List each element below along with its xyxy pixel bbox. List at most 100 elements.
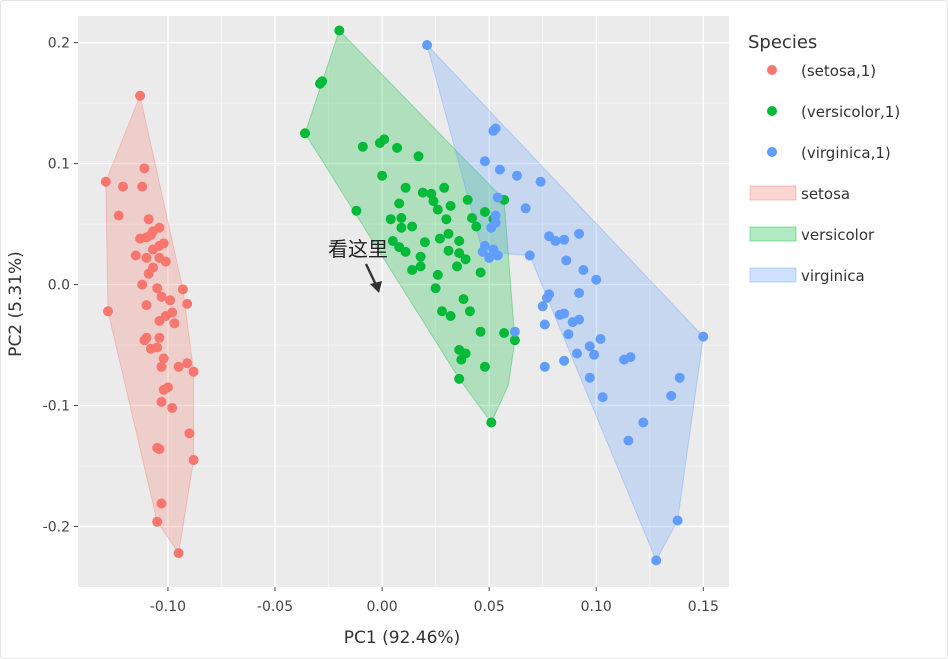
x-tick-label: -0.05 bbox=[257, 599, 293, 615]
legend-label-hull-setosa: setosa bbox=[801, 185, 850, 203]
legend-swatch-virginica bbox=[749, 267, 797, 283]
point-versicolor bbox=[317, 76, 328, 87]
point-setosa bbox=[148, 244, 158, 255]
point-virginica bbox=[484, 252, 495, 263]
x-axis-ticks: -0.10 -0.05 0.00 0.05 0.10 0.15 bbox=[150, 587, 719, 615]
point-setosa bbox=[177, 284, 188, 295]
point-setosa bbox=[182, 298, 193, 309]
point-setosa bbox=[182, 358, 193, 369]
point-setosa bbox=[173, 361, 184, 372]
point-versicolor bbox=[439, 182, 450, 193]
point-setosa bbox=[160, 256, 171, 267]
point-versicolor bbox=[387, 236, 398, 246]
point-versicolor bbox=[467, 213, 477, 223]
point-setosa bbox=[139, 163, 150, 174]
point-virginica bbox=[509, 326, 520, 337]
point-virginica bbox=[492, 250, 503, 261]
point-setosa bbox=[113, 210, 124, 221]
point-virginica bbox=[574, 288, 585, 298]
point-versicolor bbox=[479, 207, 490, 217]
point-versicolor bbox=[396, 222, 407, 233]
point-virginica bbox=[625, 352, 636, 363]
point-versicolor bbox=[351, 205, 362, 216]
points-layer bbox=[100, 25, 709, 566]
point-versicolor bbox=[486, 417, 497, 428]
point-virginica bbox=[544, 289, 555, 300]
point-versicolor bbox=[454, 373, 465, 384]
point-setosa bbox=[154, 444, 165, 455]
point-versicolor bbox=[471, 221, 482, 232]
point-setosa bbox=[143, 268, 154, 279]
point-versicolor bbox=[434, 233, 445, 244]
point-virginica bbox=[477, 246, 488, 257]
point-versicolor bbox=[460, 254, 471, 265]
point-setosa bbox=[135, 90, 146, 101]
point-virginica bbox=[672, 515, 683, 526]
point-versicolor bbox=[419, 237, 430, 248]
point-versicolor bbox=[475, 326, 486, 337]
legend-point-versicolor bbox=[767, 106, 777, 116]
point-versicolor bbox=[445, 311, 456, 321]
point-setosa bbox=[139, 335, 150, 346]
point-setosa bbox=[103, 306, 113, 317]
point-virginica bbox=[698, 331, 709, 342]
point-versicolor bbox=[413, 151, 424, 162]
point-virginica bbox=[572, 348, 582, 359]
point-versicolor bbox=[430, 283, 441, 294]
point-versicolor bbox=[437, 306, 447, 317]
point-versicolor bbox=[475, 267, 486, 278]
point-versicolor bbox=[458, 294, 469, 305]
annotation-arrow-head bbox=[370, 281, 382, 293]
point-versicolor bbox=[379, 134, 390, 145]
grid-lines bbox=[78, 16, 729, 587]
y-tick-label: 0.2 bbox=[48, 36, 70, 52]
y-tick-label: 0.1 bbox=[48, 157, 70, 173]
point-versicolor bbox=[415, 261, 426, 272]
point-versicolor bbox=[407, 221, 418, 232]
point-setosa bbox=[143, 214, 154, 225]
point-virginica bbox=[563, 329, 574, 340]
point-virginica bbox=[492, 192, 503, 203]
x-tick-label: 0.05 bbox=[474, 599, 505, 615]
y-tick-label: -0.1 bbox=[43, 399, 70, 415]
point-versicolor bbox=[456, 354, 467, 365]
point-virginica bbox=[591, 274, 602, 285]
point-setosa bbox=[130, 250, 141, 261]
point-virginica bbox=[674, 372, 685, 383]
point-setosa bbox=[118, 181, 128, 192]
point-virginica bbox=[488, 125, 499, 136]
legend-point-virginica bbox=[767, 147, 777, 157]
point-virginica bbox=[595, 334, 606, 344]
point-virginica bbox=[666, 390, 677, 401]
point-setosa bbox=[141, 252, 152, 263]
point-setosa bbox=[152, 283, 163, 294]
point-virginica bbox=[490, 210, 501, 221]
point-setosa bbox=[154, 332, 165, 343]
point-virginica bbox=[574, 228, 585, 239]
point-versicolor bbox=[334, 25, 345, 36]
point-virginica bbox=[539, 319, 550, 330]
point-versicolor bbox=[396, 213, 407, 223]
point-virginica bbox=[559, 234, 570, 245]
point-virginica bbox=[539, 361, 550, 372]
point-versicolor bbox=[445, 200, 456, 211]
point-virginica bbox=[537, 301, 548, 312]
point-setosa bbox=[156, 498, 167, 509]
point-versicolor bbox=[441, 214, 452, 225]
legend-title: Species bbox=[748, 32, 817, 53]
y-axis-ticks: -0.2 -0.1 0.0 0.1 0.2 bbox=[43, 36, 78, 536]
legend-label-point-versicolor: (versicolor,1) bbox=[801, 103, 900, 121]
x-tick-label: 0.15 bbox=[688, 599, 719, 615]
annotation: 看这里 bbox=[328, 237, 388, 293]
point-setosa bbox=[152, 516, 163, 527]
point-versicolor bbox=[377, 170, 388, 181]
point-setosa bbox=[169, 318, 180, 329]
point-virginica bbox=[597, 392, 608, 403]
point-versicolor bbox=[400, 182, 411, 193]
point-virginica bbox=[574, 314, 585, 325]
point-versicolor bbox=[509, 335, 520, 346]
point-setosa bbox=[156, 396, 167, 407]
point-virginica bbox=[638, 417, 649, 428]
point-virginica bbox=[479, 156, 490, 167]
point-versicolor bbox=[407, 265, 418, 275]
